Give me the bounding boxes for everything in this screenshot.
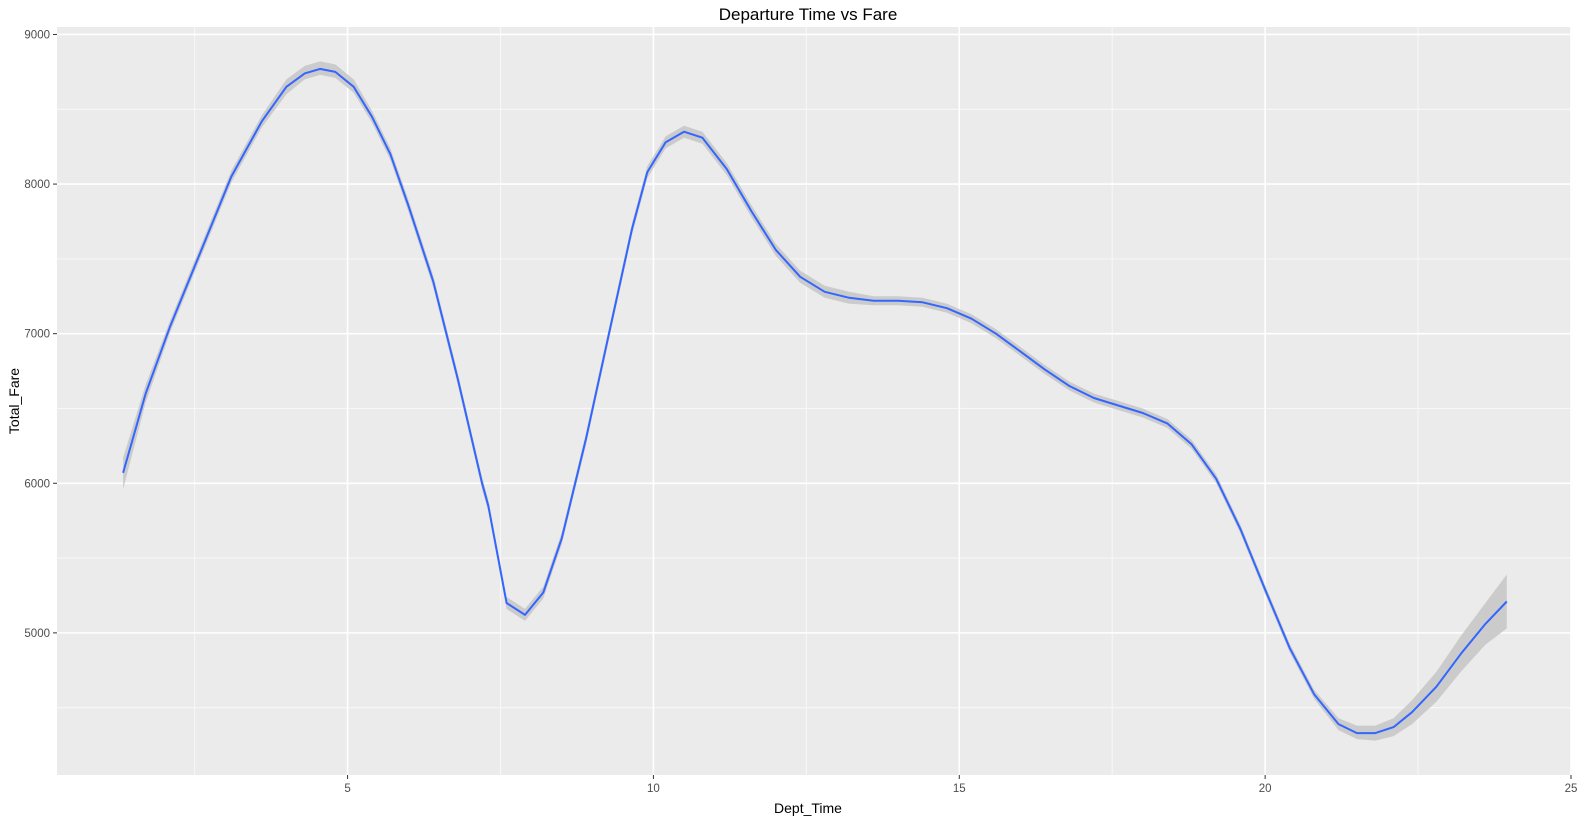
y-axis: 5000 6000 7000 8000 9000 [24, 29, 57, 640]
x-tick-label: 15 [953, 783, 966, 795]
minor-gridlines [57, 27, 1571, 775]
y-tick-label: 5000 [24, 628, 50, 640]
y-tick-label: 9000 [24, 29, 50, 41]
y-tick-label: 6000 [24, 478, 50, 490]
x-tick-label: 20 [1259, 783, 1272, 795]
y-tick-label: 8000 [24, 179, 50, 191]
major-gridlines [57, 27, 1572, 775]
x-tick-label: 5 [344, 783, 350, 795]
y-axis-label: Total_Fare [6, 368, 22, 434]
x-axis-label: Dept_Time [774, 800, 842, 816]
x-tick-label: 25 [1565, 783, 1578, 795]
x-tick-label: 10 [647, 783, 660, 795]
smooth-line-series [122, 67, 1508, 735]
plot-panel [57, 27, 1571, 775]
y-tick-label: 7000 [24, 329, 50, 341]
x-axis: 5 10 15 20 25 [344, 775, 1577, 795]
chart-title: Departure Time vs Fare [719, 5, 898, 24]
